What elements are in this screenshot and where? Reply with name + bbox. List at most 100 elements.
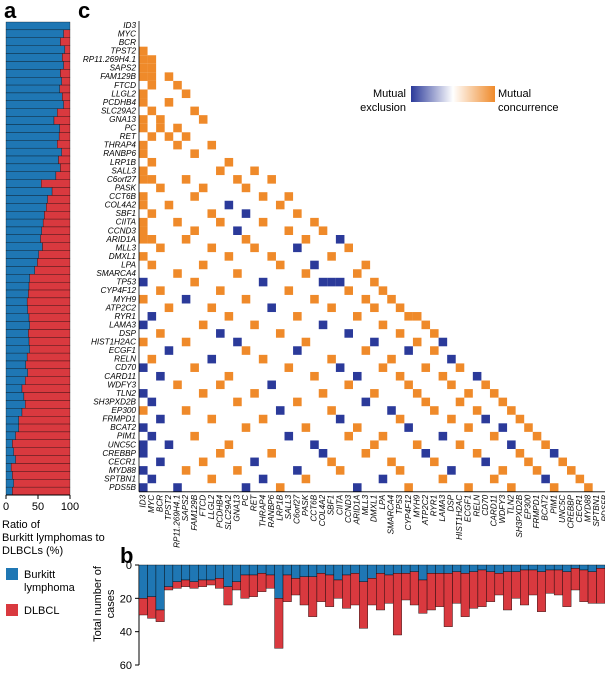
y-tick-label: 0 bbox=[126, 560, 132, 572]
heatmap-cell bbox=[464, 423, 473, 432]
heatmap-cell bbox=[327, 252, 336, 261]
heatmap-cell bbox=[156, 123, 165, 133]
gene-column-label: ARID1A bbox=[352, 494, 361, 525]
heatmap-cell bbox=[156, 183, 165, 193]
heatmap-cell bbox=[181, 406, 191, 415]
y-tick-label: 40 bbox=[120, 627, 132, 639]
dlbcl-bar bbox=[27, 368, 71, 377]
dlbcl-bar bbox=[34, 266, 71, 275]
dlbcl-bar bbox=[23, 392, 71, 401]
heatmap-cell bbox=[430, 457, 439, 467]
dlbcl-count-bar bbox=[579, 569, 589, 602]
heatmap-cell bbox=[147, 63, 157, 73]
burkitt-count-bar bbox=[537, 564, 546, 572]
heatmap-cell bbox=[139, 423, 148, 432]
burkitt-count-bar bbox=[418, 564, 428, 581]
gene-column-label: WDFY3 bbox=[498, 494, 507, 523]
heatmap-cell bbox=[267, 380, 276, 390]
gene-row-label: CECR1 bbox=[108, 457, 136, 466]
heatmap-cell bbox=[216, 380, 225, 390]
heatmap-cell bbox=[164, 346, 174, 355]
dlbcl-bar bbox=[44, 211, 71, 220]
heatmap-cell bbox=[344, 380, 353, 390]
heatmap-cell bbox=[489, 474, 499, 484]
gene-column-label: BCAT2 bbox=[541, 494, 550, 520]
heatmap-cell bbox=[156, 457, 165, 467]
dlbcl-count-bar bbox=[189, 581, 199, 589]
heatmap-cell bbox=[233, 269, 242, 278]
heatmap-cell bbox=[216, 329, 225, 338]
burkitt-count-bar bbox=[570, 564, 580, 569]
dlbcl-count-bar bbox=[401, 573, 411, 601]
heatmap-cell bbox=[284, 192, 294, 201]
dlbcl-count-bar bbox=[248, 574, 258, 597]
heatmap-cell bbox=[361, 346, 371, 355]
heatmap-cell bbox=[532, 466, 542, 475]
gene-column-label: DSP bbox=[447, 494, 456, 511]
burkitt-bar bbox=[5, 321, 30, 330]
heatmap-cell bbox=[233, 337, 242, 347]
heatmap-cell bbox=[464, 389, 473, 398]
dlbcl-count-bar bbox=[596, 568, 605, 604]
heatmap-cell bbox=[147, 55, 157, 64]
heatmap-cell bbox=[190, 149, 199, 158]
gene-column-label: FTCD bbox=[198, 495, 207, 517]
dlbcl-bar bbox=[29, 274, 71, 283]
dlbcl-count-bar bbox=[316, 573, 326, 602]
dlbcl-count-bar bbox=[520, 569, 529, 606]
dlbcl-bar bbox=[62, 92, 71, 101]
heatmap-cell bbox=[421, 397, 431, 407]
heatmap-cell bbox=[233, 397, 242, 407]
heatmap-cell bbox=[498, 466, 508, 475]
heatmap-cell bbox=[147, 132, 157, 141]
heatmap-cell bbox=[139, 89, 148, 99]
heatmap-cell bbox=[515, 414, 525, 424]
dlbcl-bar bbox=[25, 360, 71, 370]
heatmap-cell bbox=[164, 440, 174, 449]
panel-b-label: b bbox=[120, 543, 133, 568]
dlbcl-count-bar bbox=[418, 579, 428, 614]
gene-column-label: FAM129B bbox=[190, 494, 199, 530]
x-tick-label: 0 bbox=[3, 501, 9, 513]
heatmap-cell bbox=[156, 329, 165, 338]
heatmap-cell bbox=[327, 457, 336, 467]
heatmap-cell bbox=[412, 389, 422, 398]
burkitt-bar bbox=[5, 360, 26, 370]
burkitt-count-bar bbox=[274, 564, 284, 599]
heatmap-cell bbox=[524, 457, 533, 467]
legend-tumor-type: Burkitt lymphoma DLBCL bbox=[6, 568, 76, 617]
burkitt-bar bbox=[5, 203, 47, 212]
gene-row-label: MYC bbox=[118, 29, 136, 38]
burkitt-count-bar bbox=[248, 564, 258, 576]
gene-column-label: TLN2 bbox=[507, 494, 516, 514]
burkitt-count-bar bbox=[503, 564, 512, 572]
gene-column-label: CCT6B bbox=[310, 494, 319, 521]
heatmap-cell bbox=[139, 63, 148, 73]
heatmap-cell bbox=[139, 363, 148, 372]
gene-row-label: HIST1H2AC bbox=[91, 338, 136, 347]
burkitt-bar bbox=[5, 84, 60, 94]
heatmap-cell bbox=[335, 466, 345, 475]
burkitt-bar bbox=[5, 45, 66, 54]
dlbcl-bar bbox=[61, 77, 71, 86]
burkitt-bar bbox=[5, 37, 61, 46]
burkitt-count-bar bbox=[138, 564, 148, 599]
dlbcl-bar bbox=[59, 124, 71, 133]
dlbcl-count-bar bbox=[257, 573, 267, 592]
heatmap-cell bbox=[233, 175, 242, 184]
dlbcl-count-bar bbox=[503, 571, 512, 611]
burkitt-bar bbox=[5, 305, 28, 314]
heatmap-cell bbox=[147, 474, 157, 484]
heatmap-cell bbox=[447, 354, 456, 364]
gene-column-label: C6orf27 bbox=[293, 494, 302, 524]
burkitt-count-bar bbox=[409, 564, 419, 572]
dlbcl-bar bbox=[37, 258, 71, 267]
dlbcl-swatch bbox=[6, 604, 18, 616]
heatmap-cell bbox=[361, 260, 371, 270]
heatmap-cell bbox=[293, 312, 302, 321]
y-tick-label: 20 bbox=[120, 593, 132, 605]
gene-column-label: SPTBN1 bbox=[592, 495, 601, 527]
dlbcl-count-bar bbox=[545, 569, 555, 594]
burkitt-count-bar bbox=[587, 564, 597, 572]
burkitt-bar bbox=[5, 345, 30, 354]
